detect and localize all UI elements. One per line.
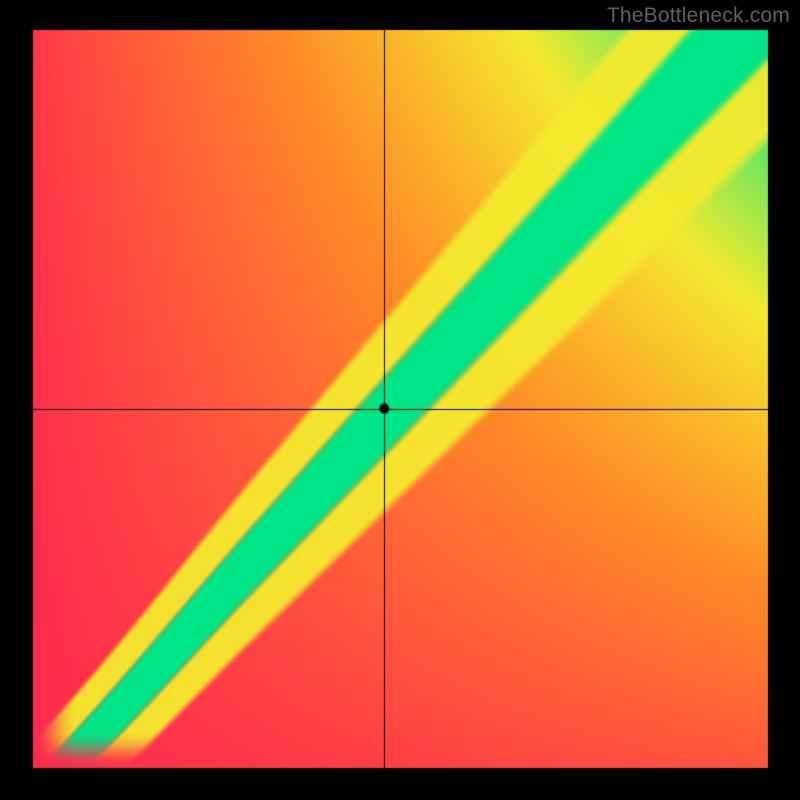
watermark-text: TheBottleneck.com: [607, 4, 790, 28]
chart-container: TheBottleneck.com: [0, 0, 800, 800]
bottleneck-heatmap: [0, 0, 800, 800]
